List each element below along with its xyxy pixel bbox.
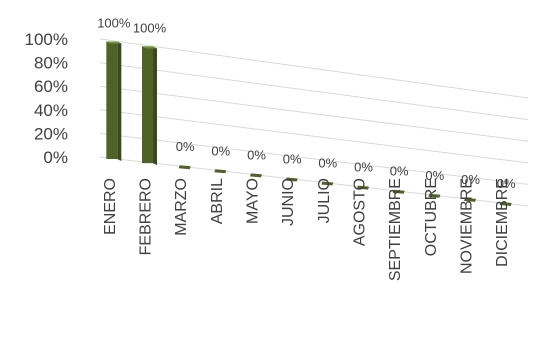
gridline xyxy=(99,156,529,207)
y-tick-label: 60% xyxy=(34,77,68,96)
x-tick-label: JULIO xyxy=(316,178,333,223)
x-tick-label: NOVIEMBRE xyxy=(459,178,476,274)
bar xyxy=(142,46,153,164)
x-tick-label: MAYO xyxy=(245,178,262,224)
bar xyxy=(464,197,476,202)
x-tick-label: ENERO xyxy=(102,178,119,235)
y-tick-label: 20% xyxy=(34,124,68,143)
x-tick-label: SEPTIEMBRE xyxy=(387,178,404,281)
bar xyxy=(106,41,118,160)
x-tick-label: JUNIO xyxy=(280,178,297,226)
gridline xyxy=(99,62,529,121)
bar xyxy=(321,181,334,186)
bar-top xyxy=(106,41,122,44)
gridlines xyxy=(99,38,529,207)
bar xyxy=(285,177,298,182)
gridline xyxy=(99,109,529,164)
data-label: 0% xyxy=(318,156,337,171)
data-label: 0% xyxy=(283,151,302,166)
data-label: 0% xyxy=(497,176,516,191)
data-label: 100% xyxy=(133,20,167,35)
gridline xyxy=(99,85,529,142)
data-label: 100% xyxy=(97,15,131,30)
gridline xyxy=(99,38,529,99)
bar-side xyxy=(153,46,157,166)
y-tick-label: 40% xyxy=(34,101,68,120)
x-tick-label: OCTUBRE xyxy=(423,178,440,256)
gridline xyxy=(99,132,529,185)
bar xyxy=(357,185,369,190)
data-label: 0% xyxy=(354,160,373,175)
x-tick-label: AGOSTO xyxy=(352,178,369,246)
bar xyxy=(499,201,512,206)
x-tick-label: DICIEMBRE xyxy=(494,178,511,267)
data-label: 0% xyxy=(211,143,230,158)
y-tick-label: 0% xyxy=(43,148,68,167)
x-tick-label: ABRIL xyxy=(209,178,226,224)
bar xyxy=(250,173,262,178)
data-label: 0% xyxy=(461,172,480,187)
data-labels: 100% 100% 0% 0% 0% 0% 0% 0% 0% 0% 0% 0% xyxy=(97,15,516,191)
bar-top xyxy=(142,46,157,49)
y-axis-ticks: 100% 80% 60% 40% 20% 0% xyxy=(25,30,68,167)
x-tick-label: MARZO xyxy=(173,178,190,236)
bars xyxy=(106,41,512,206)
x-axis-ticks: ENERO FEBRERO MARZO ABRIL MAYO JUNIO JULIO AGOS… xyxy=(102,178,511,281)
bar xyxy=(428,193,441,198)
data-label: 0% xyxy=(247,147,266,162)
bar-side xyxy=(117,41,122,162)
bar xyxy=(392,189,405,194)
bar xyxy=(178,165,191,170)
bar xyxy=(214,169,227,174)
y-tick-label: 80% xyxy=(34,54,68,73)
data-label: 0% xyxy=(390,164,409,179)
data-label: 0% xyxy=(425,168,444,183)
data-label: 0% xyxy=(176,139,195,154)
y-tick-label: 100% xyxy=(25,30,68,49)
x-tick-label: FEBRERO xyxy=(138,178,155,255)
